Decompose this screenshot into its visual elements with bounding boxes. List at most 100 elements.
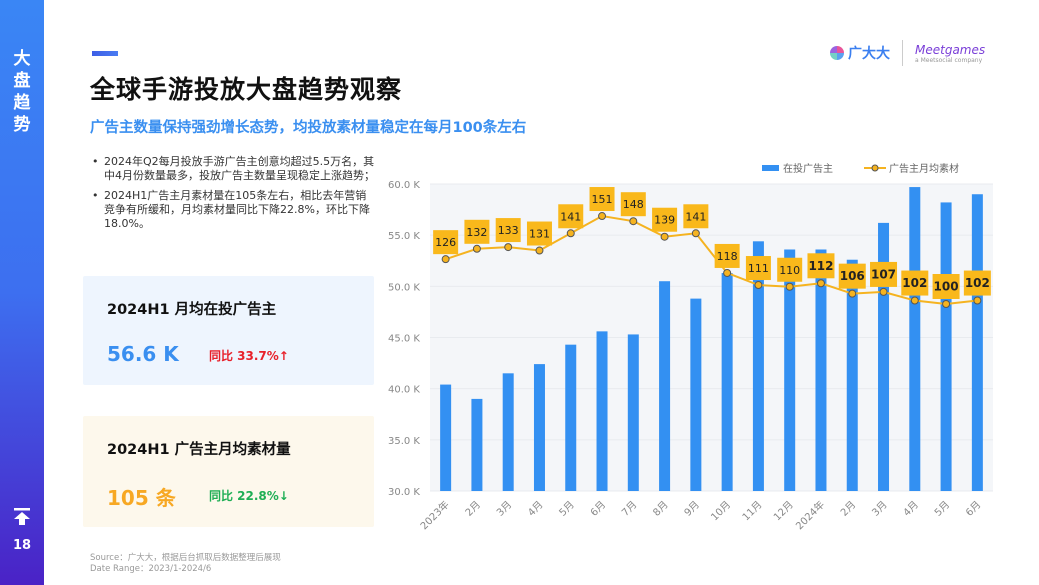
source-note: Source：广大大，根据后台抓取后数据整理后展现 Date Range：202… (90, 553, 281, 575)
advertiser-stat-card: 2024H1 月均在投广告主 56.6 K 同比 33.7%↑ (83, 276, 374, 385)
data-label-bg (526, 221, 552, 246)
upload-arrow-icon[interactable] (12, 507, 32, 527)
page-title: 全球手游投放大盘趋势观察 (90, 75, 403, 104)
y-tick-label: 40.0 K (388, 385, 420, 396)
data-label: 106 (840, 269, 865, 283)
data-label-bg (495, 218, 521, 243)
bar (627, 334, 639, 491)
data-label: 102 (965, 276, 990, 290)
data-label: 141 (685, 210, 706, 223)
logo-secondary-sub: a Meetsocial company (915, 56, 983, 64)
sidebar: 大盘趋势 18 (0, 0, 44, 585)
data-label-bg (620, 192, 646, 217)
data-label-bg (807, 253, 835, 279)
data-label-bg (652, 207, 678, 232)
bar (909, 187, 921, 491)
guangdada-logo-icon (830, 46, 844, 60)
x-tick-label: 2月 (838, 499, 858, 519)
data-label-bg (558, 204, 584, 229)
card-label: 2024H1 广告主月均素材量 (107, 442, 291, 458)
bar (533, 364, 545, 491)
line-point (754, 281, 763, 290)
data-label-bg (870, 261, 898, 287)
x-tick-label: 6月 (963, 499, 983, 519)
x-tick-label: 5月 (932, 499, 952, 519)
x-tick-label: 11月 (740, 499, 765, 524)
data-label: 111 (748, 262, 769, 275)
data-label-bg (464, 219, 490, 244)
line-point (535, 246, 544, 255)
bar (971, 194, 983, 491)
bar (690, 298, 702, 491)
data-label: 131 (529, 228, 550, 241)
data-label: 112 (808, 259, 833, 273)
data-label-bg (589, 187, 615, 212)
data-label: 133 (498, 224, 519, 237)
data-label: 148 (623, 198, 644, 211)
line-point (942, 300, 951, 308)
line-point (472, 244, 481, 253)
line-point (785, 282, 794, 291)
data-label: 139 (654, 214, 675, 227)
data-label: 126 (435, 236, 456, 249)
logo-primary: 广大大 (848, 46, 890, 62)
page-number: 18 (12, 538, 32, 553)
line-series (445, 214, 978, 306)
x-tick-label: 12月 (771, 499, 796, 524)
card-value: 105 条 (107, 486, 176, 510)
data-label: 100 (934, 280, 959, 294)
legend-label: 在投广告主 (783, 162, 833, 175)
legend-line-marker (871, 164, 879, 172)
bar (471, 398, 483, 491)
line-point (598, 212, 607, 221)
bar (878, 222, 890, 491)
x-tick-label: 4月 (901, 499, 921, 519)
bar (752, 241, 764, 491)
line-point (816, 279, 825, 288)
x-tick-label: 9月 (682, 499, 702, 519)
card-value: 56.6 K (107, 342, 179, 366)
bullet-item: 2024年Q2每月投放手游广告主创意均超过5.5万名，其中4月份数量最多，投放广… (92, 155, 377, 183)
x-tick-label: 4月 (526, 499, 546, 519)
card-delta: 同比 33.7%↑ (209, 349, 289, 363)
bar (596, 331, 608, 491)
line-point (879, 287, 888, 296)
data-label-bg (963, 270, 991, 296)
data-label: 110 (779, 264, 800, 277)
bullet-item: 2024H1广告主月素材量在105条左右，相比去年营销竞争有所缓和，月均素材量同… (92, 189, 377, 231)
line-point (504, 243, 513, 252)
x-tick-label: 3月 (494, 499, 514, 519)
x-tick-label: 2月 (463, 499, 483, 519)
legend-label: 广告主月均素材 (889, 162, 959, 175)
y-tick-label: 55.0 K (388, 231, 420, 242)
data-label: 102 (902, 276, 927, 290)
bar (659, 281, 671, 491)
x-tick-label: 10月 (709, 499, 734, 524)
bar (815, 249, 827, 491)
bar (721, 273, 733, 491)
bar (502, 373, 514, 491)
data-label-bg (932, 274, 960, 299)
y-tick-label: 30.0 K (388, 487, 420, 498)
line-point (441, 255, 450, 264)
line-point (691, 229, 700, 238)
bullet-list: 2024年Q2每月投放手游广告主创意均超过5.5万名，其中4月份数量最多，投放广… (92, 155, 377, 237)
combo-chart: 30.0 K 35.0 K 40.0 K 45.0 K 50.0 K 55.0 K 60.0… (388, 162, 993, 532)
brand-logos: 广大大 Meetgames a Meetsocial company (830, 38, 985, 68)
data-label-bg (683, 204, 709, 229)
line-point (723, 268, 732, 277)
card-label: 2024H1 月均在投广告主 (107, 302, 277, 318)
y-tick-label: 45.0 K (388, 334, 420, 345)
legend-bar-swatch (762, 165, 779, 171)
data-label-bg (777, 257, 803, 282)
x-tick-label: 3月 (870, 499, 890, 519)
line-point (660, 232, 669, 241)
y-tick-label: 60.0 K (388, 180, 420, 191)
data-label: 118 (717, 250, 738, 263)
card-delta: 同比 22.8%↓ (209, 489, 289, 503)
data-label-bg (745, 256, 771, 281)
data-label: 141 (560, 210, 581, 223)
data-label: 151 (592, 193, 613, 206)
logo-secondary: Meetgames (915, 42, 986, 57)
line-point (629, 217, 638, 226)
